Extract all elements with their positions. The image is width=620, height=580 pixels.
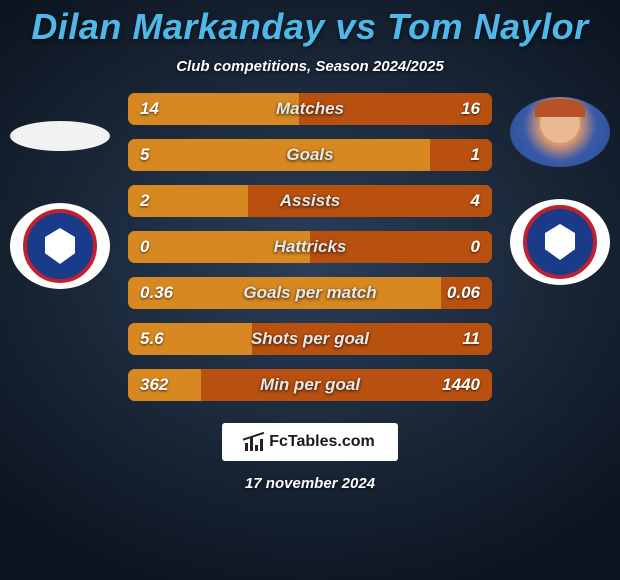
stat-row: 5Goals1 [128, 139, 492, 171]
right-player-col [500, 93, 620, 285]
stat-label: Goals [198, 145, 422, 165]
barchart-icon [245, 433, 265, 451]
logo-text: FcTables.com [269, 433, 375, 451]
stat-label: Goals per match [198, 283, 422, 303]
player-right-avatar [510, 97, 610, 167]
stat-value-left: 14 [128, 99, 198, 119]
stats-column: 14Matches165Goals12Assists40Hattricks00.… [120, 93, 500, 401]
left-player-col [0, 93, 120, 289]
stat-row: 0.36Goals per match0.06 [128, 277, 492, 309]
player-left-avatar [10, 121, 110, 151]
stat-value-right: 0 [422, 237, 492, 257]
comparison-row: 14Matches165Goals12Assists40Hattricks00.… [0, 93, 620, 401]
page-title: Dilan Markanday vs Tom Naylor [31, 6, 588, 48]
stat-row: 14Matches16 [128, 93, 492, 125]
stat-value-left: 0 [128, 237, 198, 257]
stat-row: 2Assists4 [128, 185, 492, 217]
stat-label: Assists [198, 191, 422, 211]
stat-value-left: 362 [128, 375, 198, 395]
stat-value-right: 1440 [422, 375, 492, 395]
date-line: 17 november 2024 [245, 475, 375, 492]
stat-value-left: 2 [128, 191, 198, 211]
stat-value-left: 0.36 [128, 283, 198, 303]
player-left-club-crest [10, 203, 110, 289]
fctables-logo[interactable]: FcTables.com [222, 423, 398, 461]
stat-value-right: 1 [422, 145, 492, 165]
stat-value-right: 16 [422, 99, 492, 119]
stat-value-left: 5 [128, 145, 198, 165]
stat-value-left: 5.6 [128, 329, 198, 349]
stat-label: Hattricks [198, 237, 422, 257]
stat-value-right: 11 [422, 329, 492, 349]
subtitle: Club competitions, Season 2024/2025 [176, 58, 444, 75]
stat-row: 362Min per goal1440 [128, 369, 492, 401]
stat-label: Shots per goal [198, 329, 422, 349]
player-right-club-crest [510, 199, 610, 285]
stat-value-right: 4 [422, 191, 492, 211]
stat-row: 0Hattricks0 [128, 231, 492, 263]
stat-label: Min per goal [198, 375, 422, 395]
stat-label: Matches [198, 99, 422, 119]
stat-row: 5.6Shots per goal11 [128, 323, 492, 355]
stat-value-right: 0.06 [422, 283, 492, 303]
